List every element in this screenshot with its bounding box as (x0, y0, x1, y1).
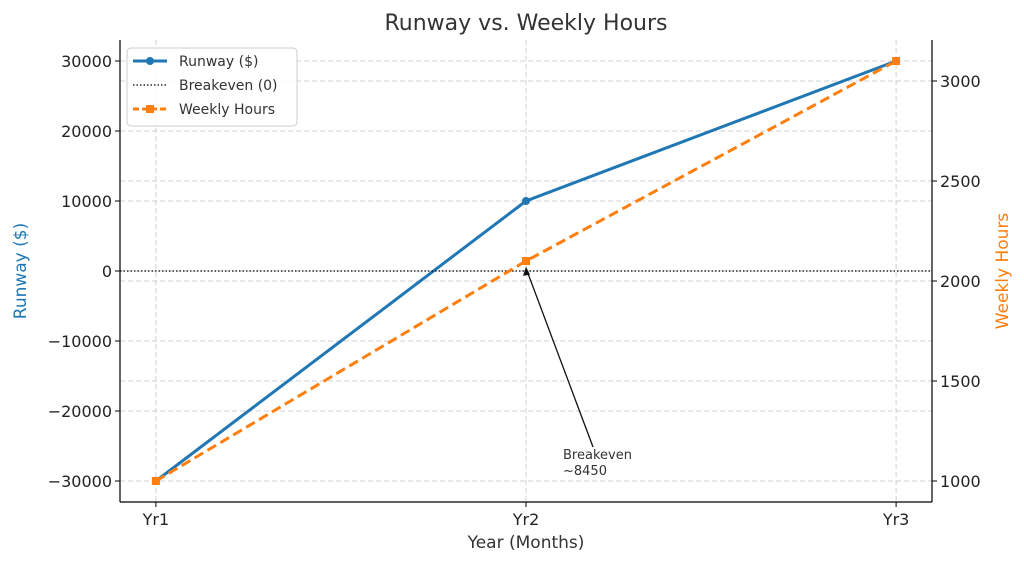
chart-title: Runway vs. Weekly Hours (385, 11, 668, 36)
y-tick-label: −20000 (48, 402, 112, 421)
legend-label: Breakeven (0) (179, 78, 278, 94)
y-tick-label: 10000 (61, 192, 112, 211)
y2-tick-label: 1000 (940, 472, 981, 491)
weekly-hours-point (151, 477, 160, 485)
y2-tick-label: 3000 (940, 72, 981, 91)
y2-tick-label: 2500 (940, 172, 981, 191)
weekly-hours-line (155, 59, 897, 483)
runway-point (522, 197, 530, 205)
y-tick-label: −10000 (48, 332, 112, 351)
y-tick-label: −30000 (48, 472, 112, 491)
x-tick-label: Yr3 (882, 510, 910, 529)
y-tick-label: 30000 (61, 52, 112, 71)
y2-axis-label: Weekly Hours (993, 213, 1013, 330)
legend-label: Weekly Hours (179, 102, 275, 118)
y2-tick-label: 2000 (940, 272, 981, 291)
annotation-text: Breakeven (563, 448, 632, 463)
legend-box (126, 47, 298, 127)
annotation-text: ~8450 (563, 464, 607, 479)
legend: Runway ($) Breakeven (0) Weekly Hours (126, 47, 298, 127)
legend-label: Runway ($) (179, 54, 258, 70)
x-tick-label: Yr2 (512, 510, 540, 529)
weekly-hours-point (522, 257, 530, 265)
y-tick-label: 20000 (61, 122, 112, 141)
y-tick-label: 0 (102, 262, 112, 281)
annotation-arrow (526, 270, 594, 448)
legend-marker (146, 57, 154, 65)
x-tick-label: Yr1 (142, 510, 170, 529)
y2-tick-label: 1500 (940, 372, 981, 391)
legend-marker (146, 105, 154, 113)
y-axis-label: Runway ($) (11, 223, 31, 319)
weekly-hours-point (892, 57, 901, 65)
annotation-arrowhead (523, 266, 530, 276)
x-axis-label: Year (Months) (467, 533, 585, 553)
